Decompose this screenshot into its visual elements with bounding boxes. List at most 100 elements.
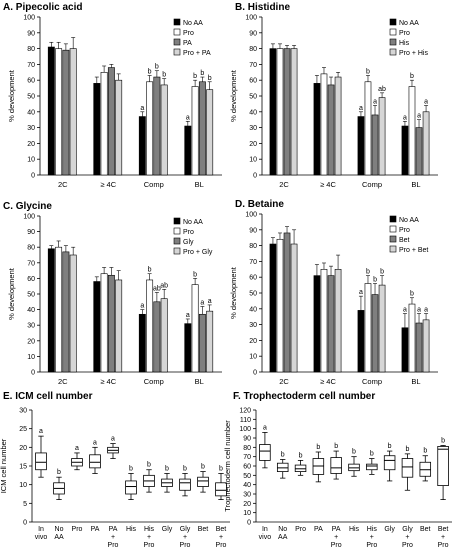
significance-letter: ab bbox=[160, 282, 168, 289]
panel-title: C. Glycine bbox=[3, 201, 52, 212]
significance-letter: b bbox=[201, 464, 205, 471]
y-axis-label: ICM cell number bbox=[0, 438, 8, 493]
significance-letter: a bbox=[263, 424, 267, 431]
significance-letter: b bbox=[165, 465, 169, 472]
y-axis-label: Trophectoderm cell number bbox=[223, 420, 232, 512]
bar-Pro + PA bbox=[160, 84, 168, 176]
bar-Pro bbox=[55, 246, 63, 373]
y-tick-label: 100 bbox=[239, 426, 251, 433]
y-axis-label: % development bbox=[7, 69, 16, 122]
significance-letter: b bbox=[423, 448, 427, 455]
bar-Pro + Bet bbox=[422, 319, 430, 373]
legend-swatch bbox=[389, 18, 397, 26]
y-tick-label: 40 bbox=[243, 482, 251, 489]
panel-title: F. Trophectoderm cell number bbox=[233, 391, 375, 402]
panel-B: B. Histidine 0 10 20 30 40 50 60 70 80 90 100 % deve… bbox=[229, 2, 438, 189]
legend-label: No AA bbox=[183, 219, 203, 226]
bar-His bbox=[327, 84, 335, 176]
significance-letter: a bbox=[359, 289, 363, 296]
y-tick-label: 100 bbox=[23, 214, 35, 221]
x-tick-label: Comp bbox=[362, 377, 382, 386]
x-tick-label: + bbox=[370, 534, 374, 541]
y-tick-label: 15 bbox=[19, 464, 27, 471]
legend-swatch bbox=[389, 48, 397, 56]
x-tick-label: AA bbox=[278, 534, 288, 541]
bar-Gly bbox=[107, 274, 115, 373]
x-tick-label: His bbox=[144, 526, 155, 533]
x-tick-label: + bbox=[183, 534, 187, 541]
bar-Pro bbox=[276, 48, 284, 176]
x-tick-label: In bbox=[262, 526, 268, 533]
y-tick-label: 90 bbox=[249, 227, 257, 234]
x-tick-label: Gly bbox=[402, 526, 413, 533]
legend-swatch bbox=[389, 28, 397, 36]
x-tick-label: BL bbox=[411, 377, 420, 386]
legend-label: Pro bbox=[399, 30, 410, 37]
significance-letter: a bbox=[417, 113, 421, 120]
x-tick-label: + bbox=[111, 534, 115, 541]
bar-No AA bbox=[93, 83, 101, 176]
significance-letter: b bbox=[366, 269, 370, 276]
bar-No AA bbox=[138, 116, 146, 176]
x-tick-label: Pro bbox=[72, 526, 83, 533]
significance-letter: a bbox=[186, 114, 190, 121]
legend-label: Pro + Gly bbox=[183, 249, 213, 256]
x-tick-label: + bbox=[334, 534, 338, 541]
legend-swatch bbox=[389, 38, 397, 46]
legend-label: His bbox=[399, 40, 410, 47]
x-tick-label: vivo bbox=[35, 534, 48, 541]
legend-swatch bbox=[173, 38, 181, 46]
legend-label: Bet bbox=[399, 237, 410, 244]
significance-letter: b bbox=[352, 449, 356, 456]
y-tick-label: 5 bbox=[23, 501, 27, 508]
x-tick-label: PA bbox=[314, 526, 323, 533]
y-tick-label: 10 bbox=[27, 354, 35, 361]
bar-His bbox=[283, 48, 291, 176]
y-tick-label: 0 bbox=[253, 370, 257, 377]
significance-letter: b bbox=[370, 451, 374, 458]
x-tick-label: PA bbox=[91, 526, 100, 533]
panel-title: B. Histidine bbox=[235, 2, 290, 13]
bar-Pro bbox=[320, 73, 328, 176]
y-tick-label: 0 bbox=[23, 520, 27, 527]
bar-Pro + His bbox=[422, 111, 430, 176]
y-tick-label: 120 bbox=[239, 408, 251, 415]
significance-letter: a bbox=[208, 298, 212, 305]
bar-No AA bbox=[47, 248, 55, 373]
y-tick-label: 30 bbox=[27, 323, 35, 330]
x-tick-label: His bbox=[126, 526, 137, 533]
panel-title: D. Betaine bbox=[235, 199, 284, 210]
legend-label: Pro bbox=[183, 30, 194, 37]
y-tick-label: 30 bbox=[249, 125, 257, 132]
y-tick-label: 60 bbox=[249, 275, 257, 282]
significance-letter: b bbox=[281, 451, 285, 458]
bar-Pro bbox=[364, 81, 372, 176]
x-tick-label: No bbox=[55, 526, 64, 533]
legend-swatch bbox=[173, 237, 181, 245]
box-iqr bbox=[366, 463, 378, 471]
bar-Pro bbox=[364, 283, 372, 373]
bar-Pro + Gly bbox=[206, 310, 214, 373]
box-iqr bbox=[125, 480, 137, 495]
bar-No AA bbox=[138, 313, 146, 373]
significance-letter: b bbox=[183, 465, 187, 472]
bar-Gly bbox=[153, 301, 161, 373]
significance-letter: b bbox=[208, 75, 212, 82]
significance-letter: a bbox=[75, 445, 79, 452]
significance-letter: a bbox=[359, 105, 363, 112]
bar-Pro bbox=[100, 273, 108, 373]
bar-Pro bbox=[408, 86, 416, 176]
x-tick-label: Comp bbox=[144, 377, 164, 386]
bar-Bet bbox=[327, 275, 335, 373]
significance-letter: b bbox=[410, 73, 414, 80]
box-iqr bbox=[35, 452, 47, 471]
y-tick-label: 40 bbox=[27, 109, 35, 116]
x-tick-label: His bbox=[367, 526, 378, 533]
y-tick-label: 30 bbox=[249, 322, 257, 329]
x-tick-label: Bet bbox=[198, 526, 209, 533]
bar-His bbox=[415, 127, 423, 176]
y-tick-label: 10 bbox=[27, 157, 35, 164]
legend-label: Pro + Bet bbox=[399, 247, 428, 254]
legend-label: Pro + PA bbox=[183, 50, 211, 57]
box-iqr bbox=[89, 454, 101, 469]
